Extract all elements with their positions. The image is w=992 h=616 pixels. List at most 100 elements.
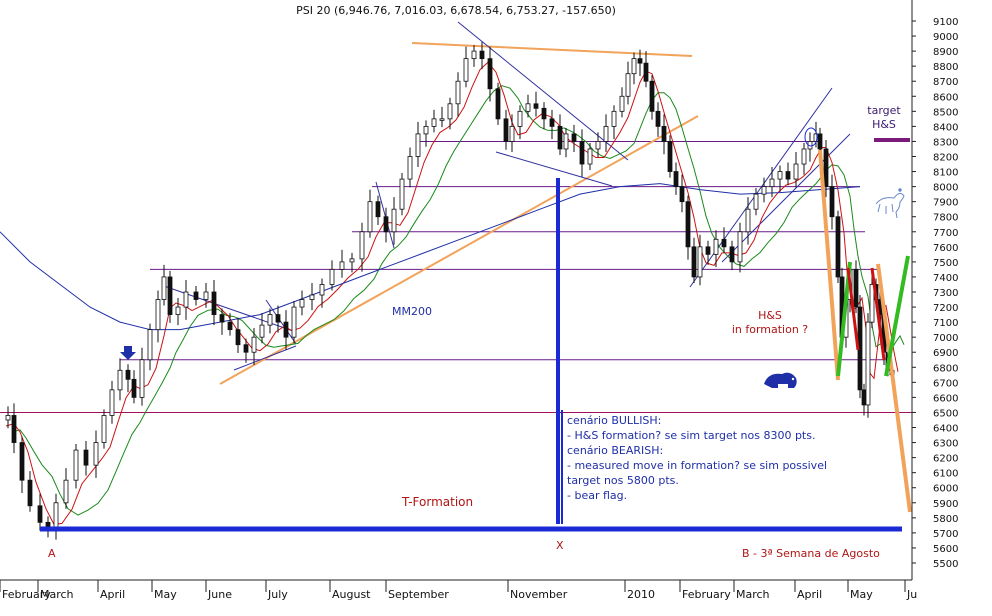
candle-body — [643, 62, 649, 82]
y-tick-label: 5900 — [933, 499, 958, 510]
y-tick-label: 8900 — [933, 47, 958, 58]
candle-body — [101, 415, 107, 443]
candle-body — [219, 314, 225, 323]
point-x-label: X — [556, 539, 564, 552]
y-tick-label: 7700 — [933, 228, 958, 239]
candle-body — [423, 125, 429, 135]
bull-icon — [875, 188, 905, 219]
candle-body — [391, 208, 397, 233]
x-tick-label: February — [2, 588, 51, 601]
t-formation-label: T-Formation — [401, 495, 473, 509]
candle-body — [139, 359, 145, 398]
neckline-top — [411, 42, 693, 57]
y-tick-label: 5600 — [933, 544, 958, 555]
bear-icon — [764, 372, 797, 388]
y-tick-label: 5800 — [933, 514, 958, 525]
y-tick-label: 6400 — [933, 424, 958, 435]
candle-body — [549, 118, 555, 127]
candle-body — [619, 95, 625, 112]
x-tick-label: April — [100, 588, 125, 601]
x-tick-label: June — [207, 588, 232, 601]
y-tick-label: 5700 — [933, 529, 958, 540]
candle-body — [155, 299, 161, 331]
head-circle — [804, 127, 818, 147]
candle-body — [329, 269, 335, 285]
candle-body — [509, 125, 515, 142]
candle-body — [125, 369, 131, 380]
candle-body — [235, 329, 241, 346]
candle-body — [147, 329, 153, 361]
candle-body — [349, 258, 355, 263]
candle-body — [729, 246, 735, 263]
x-tick-label: 2010 — [627, 588, 655, 601]
y-tick-label: 8600 — [933, 92, 958, 103]
candle-body — [267, 314, 273, 326]
hs-in-formation-label: H&S in formation ? — [732, 309, 808, 336]
x-tick-label: March — [40, 588, 74, 601]
candle-body — [471, 50, 477, 60]
y-tick-label: 6800 — [933, 363, 958, 374]
candle-body — [721, 238, 727, 248]
candle-body — [167, 276, 173, 315]
candle-body — [291, 306, 297, 338]
candle-body — [631, 58, 637, 75]
point-a-label: A — [48, 547, 56, 560]
candle-body — [495, 88, 501, 120]
candle-body — [299, 299, 305, 308]
bullish-projection — [836, 255, 910, 377]
candle-body — [753, 193, 759, 210]
x-tick-label: July — [267, 588, 288, 601]
candle-body — [533, 103, 539, 109]
candle-body — [705, 246, 711, 255]
candle-body — [367, 201, 373, 233]
candle-body — [557, 125, 563, 150]
candle-body — [823, 148, 829, 188]
horizontal-levels — [0, 140, 912, 413]
candle-body — [407, 156, 413, 180]
trend-lines — [163, 21, 851, 385]
candle-body — [53, 502, 59, 528]
candle-body — [27, 479, 33, 507]
y-tick-label: 6300 — [933, 439, 958, 450]
candle-body — [785, 171, 791, 180]
candle-body — [93, 442, 99, 466]
candle-body — [713, 238, 719, 255]
candle-body — [447, 103, 453, 120]
projection-lines — [40, 127, 912, 532]
x-tick-label: August — [332, 588, 371, 601]
candle-body — [801, 148, 807, 165]
candle-body — [637, 58, 643, 64]
candle-body — [259, 324, 265, 338]
candle-body — [227, 321, 233, 331]
candle-body — [383, 216, 389, 233]
y-tick-label: 7100 — [933, 318, 958, 329]
candle-body — [161, 276, 167, 300]
y-tick-label: 6600 — [933, 393, 958, 404]
candle-body — [667, 141, 673, 172]
flag-line-4 — [265, 299, 297, 345]
y-tick-label: 7600 — [933, 243, 958, 254]
candle-body — [455, 80, 461, 105]
mm200-label: MM200 — [392, 305, 432, 318]
y-axis: 9100 9000 8900 8800 8700 8600 8500 8400 8300 8200… — [911, 0, 958, 580]
candle-body — [603, 125, 609, 142]
candle-body — [661, 125, 667, 142]
candle-body — [243, 344, 249, 353]
y-tick-label: 7200 — [933, 303, 958, 314]
candle-body — [673, 171, 679, 188]
downtrend-line — [457, 21, 629, 161]
candle-body — [541, 107, 547, 120]
y-tick-label: 8100 — [933, 168, 958, 179]
y-tick-label: 8500 — [933, 107, 958, 118]
y-tick-label: 8300 — [933, 137, 958, 148]
down-arrow-icon — [120, 346, 136, 360]
flag-line-3 — [375, 181, 395, 249]
point-b-label: B - 3ª Semana de Agosto — [742, 547, 880, 560]
candle-body — [19, 442, 25, 481]
candle-body — [5, 415, 11, 421]
y-tick-label: 7300 — [933, 288, 958, 299]
candle-body — [853, 269, 859, 308]
